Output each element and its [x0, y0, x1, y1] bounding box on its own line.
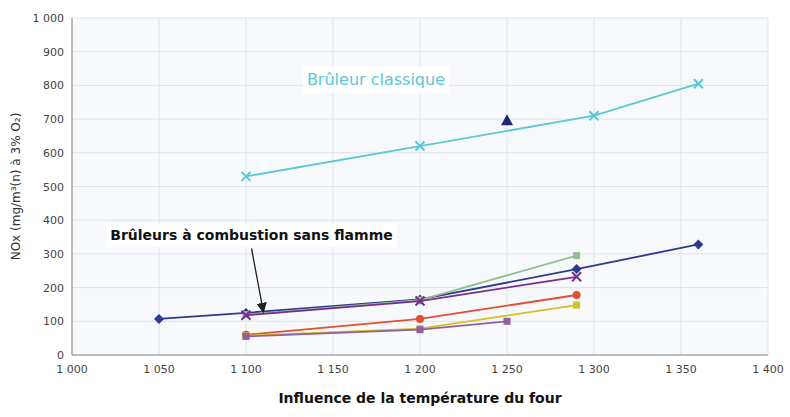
y-tick-label: 300	[43, 248, 64, 261]
y-tick-label: 1 000	[33, 12, 65, 25]
series-line	[246, 256, 577, 315]
y-tick-label: 700	[43, 113, 64, 126]
grid-line-y	[72, 119, 768, 120]
axes: 1 000 1 050 1 100 1 150 1 200 1 250 1 300 1 350…	[33, 12, 784, 376]
point-marker	[573, 291, 581, 299]
grid-line-y	[72, 253, 768, 254]
annotation: Brûleur classique	[303, 66, 449, 93]
x-tick-label: 1 350	[665, 363, 697, 376]
grid-line-y	[72, 355, 768, 356]
annotation-text: Brûleurs à combustion sans flamme	[110, 227, 392, 243]
series	[501, 114, 513, 125]
annotation-arrow	[252, 248, 264, 312]
y-tick-label: 500	[43, 181, 64, 194]
y-axis-label: NOx (mg/m³(n) à 3% O₂)	[9, 113, 23, 261]
point-marker	[243, 333, 250, 340]
series	[243, 252, 581, 318]
point-marker	[242, 172, 251, 181]
y-tick-label: 900	[43, 46, 64, 59]
x-tick-label: 1 400	[752, 363, 784, 376]
x-tick-label: 1 000	[56, 363, 88, 376]
x-axis-line	[72, 355, 768, 356]
x-tick-label: 1 300	[578, 363, 610, 376]
series	[243, 302, 581, 340]
series	[242, 291, 581, 339]
series-line	[246, 321, 507, 336]
point-marker	[572, 272, 581, 281]
point-marker	[416, 315, 424, 323]
x-tick-label: 1 200	[404, 363, 436, 376]
grid-line-y	[72, 18, 768, 19]
x-tick-label: 1 150	[317, 363, 349, 376]
y-tick-label: 800	[43, 79, 64, 92]
y-tick-label: 600	[43, 147, 64, 160]
series	[243, 318, 511, 340]
series	[154, 239, 703, 323]
annotation-box	[106, 223, 396, 247]
point-marker	[416, 142, 425, 151]
y-tick-label: 0	[57, 349, 64, 362]
chart: 1 000 1 050 1 100 1 150 1 200 1 250 1 300 1 350…	[0, 0, 790, 417]
x-axis-label: Influence de la température du four	[278, 390, 561, 406]
series-line	[246, 277, 577, 315]
series-line	[246, 305, 577, 336]
grid-line-y	[72, 186, 768, 187]
grid	[72, 18, 768, 355]
point-marker	[693, 239, 703, 249]
y-tick-label: 200	[43, 282, 64, 295]
point-marker	[590, 111, 599, 120]
plot-area	[72, 18, 768, 355]
annotations: Brûleur classique Brûleurs à combustion s…	[106, 66, 449, 312]
y-axis-line	[72, 18, 73, 355]
annotation-text: Brûleur classique	[307, 70, 445, 89]
point-marker	[416, 297, 425, 306]
point-marker	[243, 332, 250, 339]
point-marker	[242, 311, 251, 320]
grid-line-x	[72, 18, 73, 355]
x-tick-label: 1 100	[230, 363, 262, 376]
series-line	[246, 84, 698, 177]
point-marker	[415, 294, 425, 304]
grid-line-y	[72, 51, 768, 52]
point-marker	[504, 318, 511, 325]
y-tick-label: 100	[43, 315, 64, 328]
data	[154, 79, 703, 340]
y-tick-label: 400	[43, 214, 64, 227]
series-line	[159, 244, 698, 318]
grid-line-y	[72, 220, 768, 221]
point-marker	[573, 302, 580, 309]
point-marker	[573, 252, 580, 259]
point-marker	[694, 79, 703, 88]
point-marker	[501, 114, 513, 125]
point-marker	[417, 326, 424, 333]
series	[242, 79, 703, 181]
x-tick-label: 1 250	[491, 363, 523, 376]
annotation: Brûleurs à combustion sans flamme	[106, 223, 396, 312]
x-tick-label: 1 050	[143, 363, 175, 376]
point-marker	[154, 314, 164, 324]
grid-line-y	[72, 287, 768, 288]
annotation-box	[303, 66, 449, 93]
grid-line-y	[72, 152, 768, 153]
